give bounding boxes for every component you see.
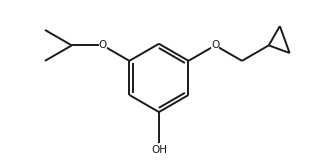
- Text: O: O: [98, 40, 107, 50]
- Text: OH: OH: [151, 144, 167, 155]
- Text: O: O: [211, 40, 219, 50]
